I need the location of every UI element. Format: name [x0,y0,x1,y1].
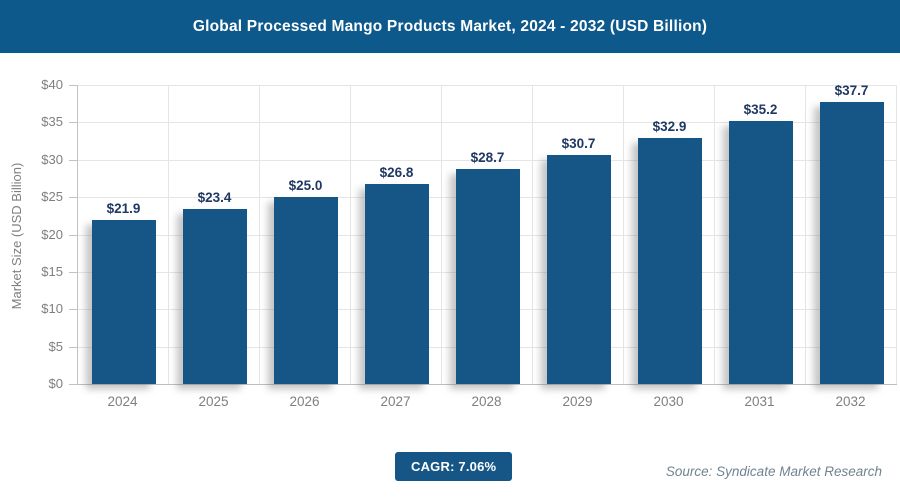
source-text: Source: Syndicate Market Research [665,464,882,479]
h-gridline [78,122,897,124]
bar-value-label: $21.9 [106,201,141,217]
bar-2025 [182,209,247,384]
cagr-badge: CAGR: 7.06% [395,452,513,481]
y-tick-label: $30 [41,151,63,167]
v-gridline [441,85,442,384]
x-tick-label: 2025 [198,394,229,409]
v-gridline [623,85,624,384]
x-tick-label: 2026 [289,394,320,409]
x-tick-label: 2031 [744,394,775,409]
y-tick-mark [69,271,77,273]
chart-title-bar: Global Processed Mango Products Market, … [0,0,900,53]
v-gridline [805,85,806,384]
v-gridline [168,85,169,384]
x-tick-label: 2032 [835,394,866,409]
bar-2031 [728,120,793,384]
v-gridline [714,85,715,384]
bar-value-label: $32.9 [652,119,687,135]
y-tick-mark [69,234,77,236]
y-tick-label: $25 [41,189,63,205]
bar-value-label: $23.4 [197,190,232,206]
y-tick-label: $35 [41,114,63,130]
y-tick-mark [69,309,77,311]
x-tick-label: 2028 [471,394,502,409]
bar-value-label: $30.7 [561,135,596,151]
bar-value-label: $35.2 [743,101,778,117]
y-tick-label: $20 [41,226,63,242]
bar-2028 [455,169,520,384]
bar-2032 [819,102,884,384]
y-tick-label: $40 [41,77,63,92]
v-gridline [532,85,533,384]
chart-title: Global Processed Mango Products Market, … [192,17,708,35]
h-gridline [78,85,897,86]
x-tick-label: 2027 [380,394,411,409]
y-tick-label: $10 [41,301,63,317]
h-gridline [78,159,897,161]
bar-value-label: $28.7 [470,150,505,166]
bar-2024 [91,220,156,384]
v-gridline [259,85,260,384]
bar-2026 [273,197,338,384]
y-tick-mark [69,85,77,86]
plot-area: $21.9 $23.4 $25.0 $26.8 $28.7 $30.7 $32.9 $35.2… [77,83,897,385]
v-gridline [896,85,897,384]
bar-2029 [546,154,611,384]
bar-2027 [364,183,429,384]
y-tick-label: $0 [48,376,63,391]
y-tick-mark [69,197,77,199]
bar-value-label: $26.8 [379,164,414,180]
x-tick-label: 2029 [562,394,593,409]
x-tick-label: 2024 [107,394,138,409]
y-tick-mark [69,122,77,124]
y-tick-label: $15 [41,263,63,279]
bar-value-label: $25.0 [288,178,323,194]
v-gridline [350,85,351,384]
y-tick-mark [69,159,77,161]
y-tick-mark [69,346,77,348]
y-tick-label: $5 [48,338,63,354]
bar-value-label: $37.7 [834,83,869,99]
y-tick-mark [69,384,77,385]
x-tick-label: 2030 [653,394,684,409]
bar-2030 [637,138,702,384]
